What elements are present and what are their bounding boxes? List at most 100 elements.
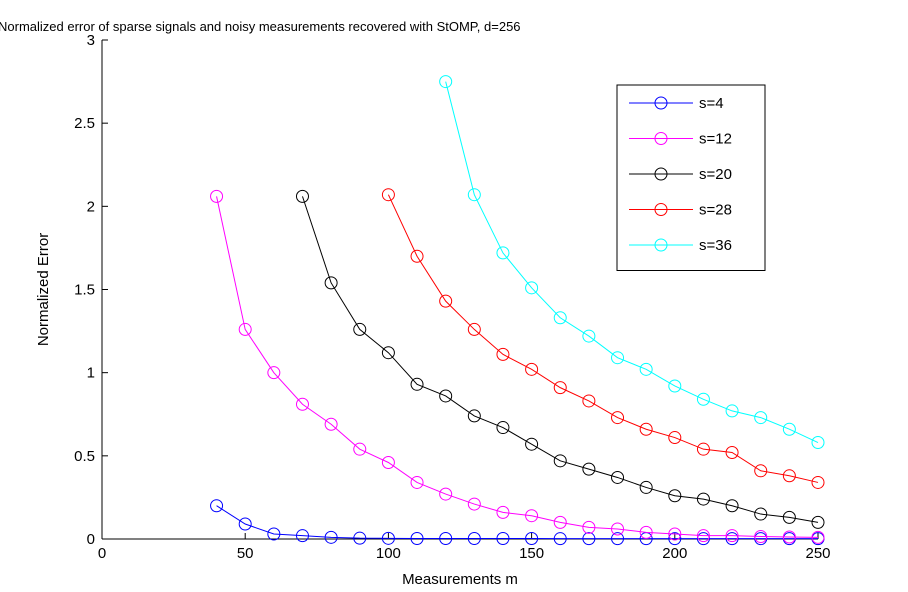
data-point	[725, 404, 739, 418]
data-point	[295, 189, 309, 203]
data-point	[696, 442, 710, 456]
legend-label: s=28	[699, 202, 732, 219]
legend-item: s=4	[629, 95, 724, 112]
data-point	[725, 446, 739, 460]
data-point	[754, 530, 768, 544]
data-point	[496, 421, 510, 435]
legend-box	[616, 84, 766, 271]
data-point	[639, 362, 653, 376]
data-point	[324, 530, 338, 544]
data-point	[668, 532, 682, 546]
series-layer	[210, 75, 825, 546]
data-point	[696, 492, 710, 506]
data-point	[754, 464, 768, 478]
y-tick-label: 2	[87, 198, 95, 215]
data-point	[725, 532, 739, 546]
data-point	[381, 455, 395, 469]
data-point	[668, 379, 682, 393]
data-point	[611, 351, 625, 365]
data-point	[381, 188, 395, 202]
x-tick-label: 200	[662, 545, 687, 562]
data-point	[238, 322, 252, 336]
y-tick-label: 0.5	[74, 448, 95, 465]
data-point	[381, 346, 395, 360]
data-point	[782, 510, 796, 524]
data-point	[439, 75, 453, 89]
data-point	[553, 532, 567, 546]
data-point	[582, 462, 596, 476]
legend-marker	[654, 203, 668, 216]
data-point	[496, 347, 510, 361]
x-tick-label: 0	[98, 545, 106, 562]
legend-label: s=12	[699, 131, 732, 148]
y-tick-label: 2.5	[74, 115, 95, 132]
data-point	[553, 381, 567, 395]
legend-marker	[654, 96, 668, 110]
data-point	[238, 517, 252, 531]
data-point	[324, 417, 338, 431]
x-axis-label: Measurements m	[402, 571, 518, 588]
data-point	[611, 470, 625, 484]
data-point	[639, 422, 653, 436]
data-point	[668, 527, 682, 541]
data-point	[582, 394, 596, 408]
data-point	[696, 532, 710, 546]
data-point	[439, 389, 453, 403]
data-point	[725, 529, 739, 543]
data-point	[553, 454, 567, 468]
data-point	[639, 525, 653, 539]
x-tick-label: 100	[376, 545, 401, 562]
data-point	[496, 505, 510, 519]
data-point	[439, 294, 453, 308]
data-point	[267, 366, 281, 380]
data-point	[582, 532, 596, 546]
data-point	[668, 431, 682, 445]
legend-label: s=20	[699, 166, 732, 183]
legend-marker	[654, 238, 668, 252]
data-point	[811, 530, 825, 544]
data-point	[496, 532, 510, 546]
y-tick-label: 1.5	[74, 282, 95, 299]
data-point	[353, 442, 367, 456]
data-point	[611, 411, 625, 425]
data-point	[611, 532, 625, 546]
y-tick-label: 1	[87, 365, 95, 382]
data-point	[353, 322, 367, 336]
data-point	[439, 532, 453, 546]
y-axis-label: Normalized Error	[35, 233, 52, 346]
data-point	[467, 409, 481, 423]
data-point	[525, 281, 539, 295]
x-tick-label: 250	[805, 545, 830, 562]
legend: s=4 s=12 s=20 s=28 s=36	[616, 84, 766, 271]
series-line	[302, 196, 819, 523]
data-point	[639, 480, 653, 494]
series-s=28	[381, 188, 825, 489]
series-s=36	[439, 75, 825, 450]
data-point	[439, 487, 453, 501]
data-point	[295, 529, 309, 543]
data-point	[210, 189, 224, 203]
data-point	[725, 499, 739, 513]
data-point	[525, 362, 539, 376]
data-point	[553, 311, 567, 325]
data-point	[324, 276, 338, 290]
data-point	[811, 475, 825, 489]
legend-marker	[654, 132, 668, 145]
data-point	[353, 531, 367, 545]
data-point	[525, 509, 539, 523]
data-point	[553, 515, 567, 529]
series-line	[445, 81, 819, 443]
series-line	[216, 505, 818, 540]
data-point	[410, 532, 424, 546]
data-point	[782, 530, 796, 544]
legend-item: s=36	[629, 237, 732, 254]
data-point	[467, 322, 481, 336]
data-point	[381, 531, 395, 545]
data-point	[582, 329, 596, 343]
series-line	[216, 196, 819, 538]
data-point	[611, 522, 625, 536]
data-point	[267, 527, 281, 541]
data-point	[782, 469, 796, 483]
data-point	[467, 188, 481, 202]
